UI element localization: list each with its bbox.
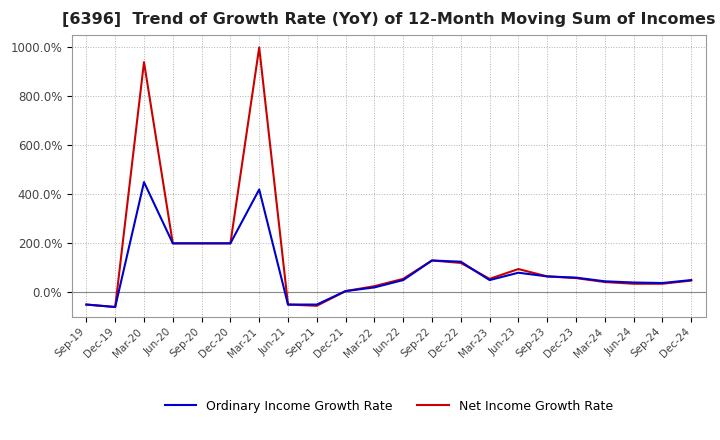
Legend: Ordinary Income Growth Rate, Net Income Growth Rate: Ordinary Income Growth Rate, Net Income … [160, 395, 618, 418]
Ordinary Income Growth Rate [600, 279, 609, 284]
Net Income Growth Rate [168, 241, 177, 246]
Net Income Growth Rate [600, 279, 609, 285]
Line: Ordinary Income Growth Rate: Ordinary Income Growth Rate [86, 182, 691, 307]
Ordinary Income Growth Rate [456, 259, 465, 264]
Net Income Growth Rate [370, 283, 379, 289]
Ordinary Income Growth Rate [543, 274, 552, 279]
Ordinary Income Growth Rate [658, 280, 667, 286]
Net Income Growth Rate [312, 303, 321, 308]
Ordinary Income Growth Rate [399, 278, 408, 283]
Ordinary Income Growth Rate [226, 241, 235, 246]
Ordinary Income Growth Rate [485, 278, 494, 283]
Ordinary Income Growth Rate [629, 280, 638, 285]
Ordinary Income Growth Rate [572, 275, 580, 280]
Ordinary Income Growth Rate [255, 187, 264, 192]
Ordinary Income Growth Rate [284, 302, 292, 307]
Net Income Growth Rate [485, 276, 494, 282]
Net Income Growth Rate [111, 304, 120, 310]
Net Income Growth Rate [341, 289, 350, 294]
Net Income Growth Rate [658, 281, 667, 286]
Ordinary Income Growth Rate [111, 304, 120, 310]
Net Income Growth Rate [629, 281, 638, 286]
Net Income Growth Rate [399, 276, 408, 282]
Ordinary Income Growth Rate [82, 302, 91, 307]
Ordinary Income Growth Rate [341, 289, 350, 294]
Net Income Growth Rate [543, 274, 552, 279]
Net Income Growth Rate [514, 266, 523, 271]
Net Income Growth Rate [255, 45, 264, 50]
Ordinary Income Growth Rate [197, 241, 206, 246]
Ordinary Income Growth Rate [312, 302, 321, 307]
Net Income Growth Rate [572, 275, 580, 281]
Ordinary Income Growth Rate [370, 285, 379, 290]
Net Income Growth Rate [226, 241, 235, 246]
Ordinary Income Growth Rate [428, 258, 436, 263]
Ordinary Income Growth Rate [514, 270, 523, 275]
Title: [6396]  Trend of Growth Rate (YoY) of 12-Month Moving Sum of Incomes: [6396] Trend of Growth Rate (YoY) of 12-… [62, 12, 716, 27]
Net Income Growth Rate [456, 260, 465, 266]
Ordinary Income Growth Rate [140, 180, 148, 185]
Net Income Growth Rate [197, 241, 206, 246]
Net Income Growth Rate [140, 59, 148, 65]
Net Income Growth Rate [82, 302, 91, 307]
Ordinary Income Growth Rate [687, 278, 696, 283]
Net Income Growth Rate [687, 278, 696, 283]
Ordinary Income Growth Rate [168, 241, 177, 246]
Net Income Growth Rate [284, 302, 292, 307]
Line: Net Income Growth Rate: Net Income Growth Rate [86, 48, 691, 307]
Net Income Growth Rate [428, 258, 436, 263]
